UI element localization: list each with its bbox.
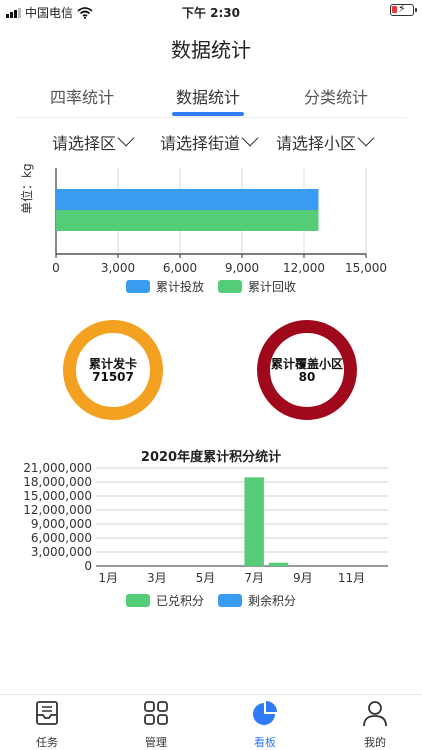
status-bar: 中国电信 下午 2:30 ⚡ (0, 0, 422, 22)
active-tab-indicator (172, 112, 244, 116)
x-tick-label: 9月 (293, 571, 313, 585)
cards-issued-label: 累计发卡 (88, 357, 137, 371)
nav-dashboard[interactable]: 看板 (235, 699, 295, 750)
nav-dashboard-label: 看板 (254, 736, 276, 749)
chevron-down-icon (117, 129, 135, 147)
y-tick-label: 3,000,000 (31, 545, 92, 559)
bar-redeemed-8月 (268, 562, 289, 566)
tab-bar: 四率统计 数据统计 分类统计 (16, 84, 406, 118)
community-select[interactable]: 请选择小区 (276, 129, 375, 154)
legend-label: 累计投放 (156, 280, 205, 294)
battery-charging-icon: ⚡ (390, 2, 417, 16)
nav-tasks-label: 任务 (36, 736, 58, 749)
nav-manage-label: 管理 (145, 736, 167, 749)
y-tick-label: 18,000,000 (23, 475, 92, 489)
bar-recycled (56, 210, 319, 231)
wifi-icon (77, 6, 93, 19)
x-tick-label: 12,000 (283, 261, 325, 275)
status-left: 中国电信 (6, 4, 93, 21)
signal-icon (6, 7, 21, 18)
x-tick-label: 5月 (196, 571, 216, 585)
community-select-label: 请选择小区 (276, 134, 357, 153)
chart1-legend-recycled: 累计回收 (218, 278, 296, 295)
tab-rates[interactable]: 四率统计 (50, 88, 115, 107)
street-select[interactable]: 请选择街道 (160, 129, 259, 154)
x-tick-label: 1月 (98, 571, 118, 585)
tab-data[interactable]: 数据统计 (176, 88, 241, 107)
communities-covered-label: 累计覆盖小区 (270, 357, 343, 371)
legend-label: 累计回收 (248, 280, 297, 294)
district-select[interactable]: 请选择区 (52, 129, 135, 154)
x-tick-label: 9,000 (225, 261, 259, 275)
legend-label: 剩余积分 (248, 594, 297, 608)
x-tick-label: 6,000 (163, 261, 197, 275)
legend-label: 已兑积分 (156, 594, 205, 608)
chart2-legend-remaining: 剩余积分 (218, 592, 296, 609)
chart2-legend-redeemed: 已兑积分 (126, 592, 204, 609)
points-bar-chart: 03,000,0006,000,0009,000,00012,000,00015… (23, 461, 388, 585)
chart1-legend-delivered: 累计投放 (126, 278, 204, 295)
x-tick-label: 3,000 (101, 261, 135, 275)
grid-icon (144, 701, 168, 725)
communities-covered-value: 80 (298, 370, 316, 384)
x-tick-label: 0 (52, 261, 60, 275)
points-chart-title: 2020年度累计积分统计 (140, 450, 282, 465)
y-tick-label: 15,000,000 (23, 489, 92, 503)
communities-covered-stat: 累计覆盖小区 80 (257, 358, 357, 384)
weight-bar-chart: 0 3,000 6,000 9,000 12,000 15,000 (52, 168, 387, 275)
chevron-down-icon (357, 129, 375, 147)
y-tick-label: 9,000,000 (31, 517, 92, 531)
y-tick-label: 21,000,000 (23, 461, 92, 475)
x-tick-label: 7月 (244, 571, 264, 585)
y-tick-label: 6,000,000 (31, 531, 92, 545)
x-tick-label: 3月 (147, 571, 167, 585)
district-select-label: 请选择区 (52, 134, 117, 153)
cards-issued-stat: 累计发卡 71507 (63, 358, 163, 384)
y-tick-label: 12,000,000 (23, 503, 92, 517)
pie-chart-icon (253, 701, 277, 725)
status-time: 下午 2:30 (181, 6, 241, 20)
cards-issued-value: 71507 (92, 370, 134, 384)
chart1-ylabel: 单位：kg (20, 163, 34, 214)
carrier-name: 中国电信 (25, 6, 74, 20)
nav-profile-label: 我的 (364, 736, 386, 749)
street-select-label: 请选择街道 (160, 134, 241, 153)
user-icon (363, 701, 387, 727)
chevron-down-icon (241, 129, 259, 147)
page-title: 数据统计 (171, 38, 251, 62)
nav-manage[interactable]: 管理 (126, 699, 186, 750)
tab-category[interactable]: 分类统计 (304, 88, 369, 107)
y-tick-label: 0 (84, 559, 92, 573)
bar-redeemed-7月 (244, 477, 264, 566)
nav-tasks[interactable]: 任务 (17, 699, 77, 750)
nav-profile[interactable]: 我的 (345, 699, 405, 750)
x-tick-label: 15,000 (345, 261, 387, 275)
x-tick-label: 11月 (338, 571, 365, 585)
inbox-icon (36, 701, 58, 725)
bar-delivered (56, 189, 319, 210)
bottom-nav: 任务 管理 看板 我的 (0, 694, 422, 750)
